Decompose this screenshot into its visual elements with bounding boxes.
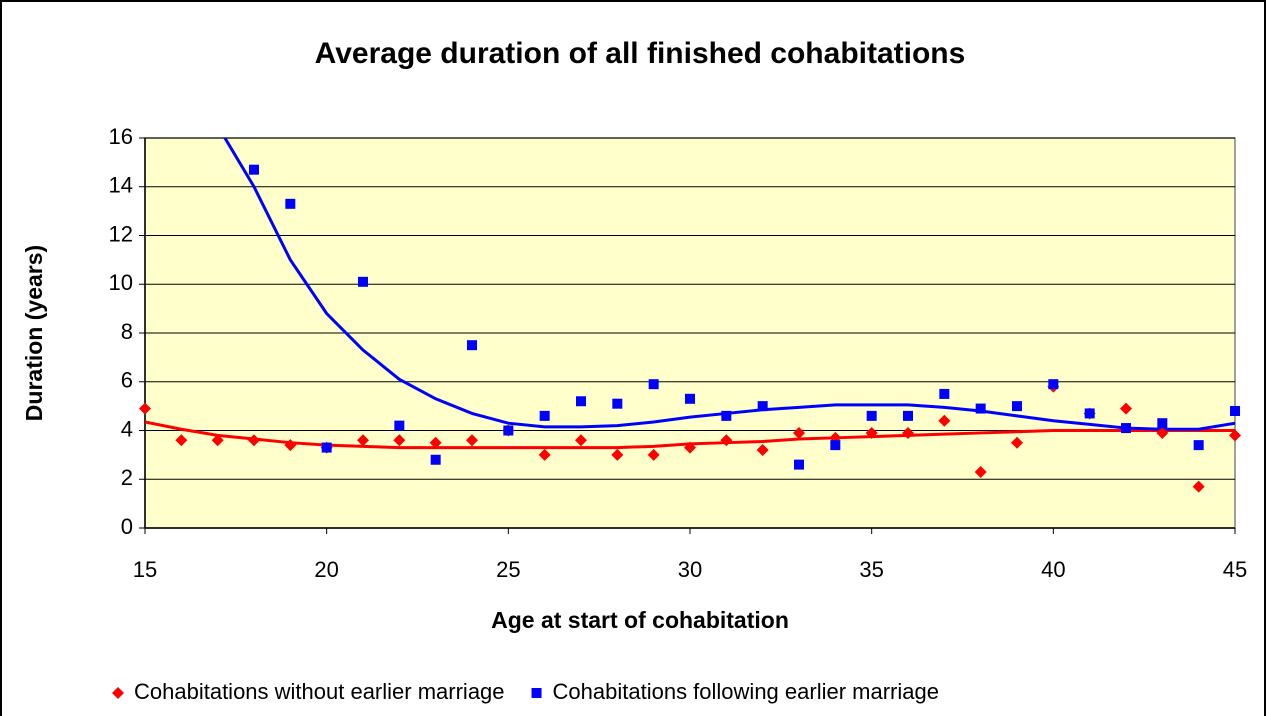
point (648, 379, 659, 390)
legend-marker (112, 687, 124, 699)
point (1193, 440, 1204, 451)
x-tick-label: 30 (678, 557, 702, 582)
y-tick-label: 10 (109, 270, 133, 295)
point (249, 164, 259, 175)
point (685, 393, 695, 404)
point (830, 440, 841, 451)
point (139, 402, 151, 415)
point (539, 410, 550, 421)
y-axis-label: Duration (years) (21, 245, 47, 421)
legend-label: Cohabitations without earlier marriage (134, 679, 505, 704)
point (321, 442, 332, 453)
point (503, 425, 514, 436)
legend-marker (531, 688, 542, 698)
x-tick-label: 25 (496, 557, 520, 582)
y-tick-label: 16 (109, 124, 133, 149)
y-tick-label: 14 (109, 173, 133, 198)
x-tick-label: 35 (859, 557, 883, 582)
y-tick-label: 8 (121, 319, 133, 344)
y-tick-label: 6 (121, 368, 133, 393)
point (1229, 429, 1241, 442)
x-axis-label: Age at start of cohabitation (491, 607, 789, 633)
legend-label: Cohabitations following earlier marriage (553, 679, 939, 704)
point (575, 434, 587, 447)
point (393, 434, 406, 447)
x-tick-label: 15 (133, 557, 157, 582)
point (757, 401, 768, 412)
point (1192, 480, 1205, 493)
point (756, 444, 769, 456)
point (1230, 406, 1240, 416)
point (612, 398, 623, 409)
point (1011, 436, 1023, 449)
point (793, 426, 805, 439)
point (1157, 418, 1168, 429)
x-tick-label: 40 (1041, 557, 1065, 582)
point (720, 434, 733, 447)
point (466, 434, 478, 447)
point (1084, 408, 1095, 419)
legend: Cohabitations without earlier marriage Co… (112, 679, 939, 704)
point (467, 340, 477, 351)
y-tick-label: 12 (109, 221, 133, 246)
point (647, 448, 660, 461)
point (684, 441, 696, 454)
chart-title: Average duration of all finished cohabit… (315, 37, 966, 70)
point (357, 434, 369, 447)
point (284, 439, 297, 452)
point (538, 448, 551, 461)
point (576, 396, 586, 407)
point (866, 410, 877, 421)
x-tick-label: 45 (1223, 557, 1247, 582)
point (1121, 423, 1131, 434)
point (939, 388, 950, 399)
point (394, 420, 405, 431)
point (211, 434, 224, 447)
x-tick-label: 20 (314, 557, 338, 582)
point (903, 410, 913, 421)
marks (139, 138, 1241, 493)
point (938, 414, 951, 427)
point (1156, 426, 1169, 439)
point (611, 448, 624, 461)
point (1120, 402, 1132, 415)
point (794, 459, 804, 470)
point (974, 465, 987, 478)
point (429, 436, 442, 449)
point (175, 434, 188, 447)
point (902, 426, 914, 439)
point (285, 198, 296, 209)
y-tick-label: 4 (121, 416, 133, 441)
point (430, 454, 441, 465)
point (865, 426, 878, 439)
y-tick-label: 0 (121, 514, 133, 539)
point (248, 434, 260, 447)
point (1012, 401, 1022, 412)
point (721, 410, 732, 421)
point (358, 276, 368, 287)
point (1048, 379, 1059, 390)
y-tick-label: 2 (121, 465, 133, 490)
point (975, 403, 986, 414)
